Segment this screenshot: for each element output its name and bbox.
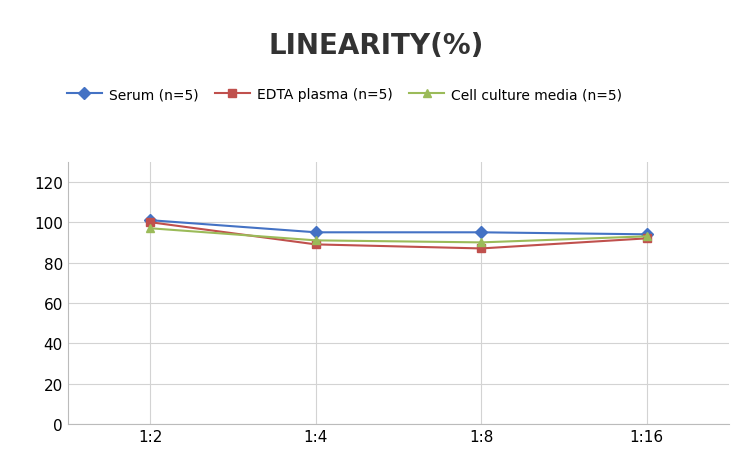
Line: Serum (n=5): Serum (n=5) <box>146 216 651 239</box>
Serum (n=5) <box>477 230 486 235</box>
Line: Cell culture media (n=5): Cell culture media (n=5) <box>146 225 651 247</box>
EDTA plasma (n=5) <box>311 242 320 248</box>
Legend: Serum (n=5), EDTA plasma (n=5), Cell culture media (n=5): Serum (n=5), EDTA plasma (n=5), Cell cul… <box>67 88 622 102</box>
Cell culture media (n=5) <box>311 238 320 244</box>
EDTA plasma (n=5) <box>477 246 486 252</box>
EDTA plasma (n=5) <box>642 236 651 242</box>
Serum (n=5) <box>642 232 651 238</box>
Cell culture media (n=5) <box>477 240 486 245</box>
Line: EDTA plasma (n=5): EDTA plasma (n=5) <box>146 219 651 253</box>
Serum (n=5) <box>146 218 155 223</box>
Cell culture media (n=5) <box>146 226 155 231</box>
Text: LINEARITY(%): LINEARITY(%) <box>268 32 484 60</box>
Serum (n=5) <box>311 230 320 235</box>
Cell culture media (n=5) <box>642 234 651 239</box>
EDTA plasma (n=5) <box>146 220 155 226</box>
